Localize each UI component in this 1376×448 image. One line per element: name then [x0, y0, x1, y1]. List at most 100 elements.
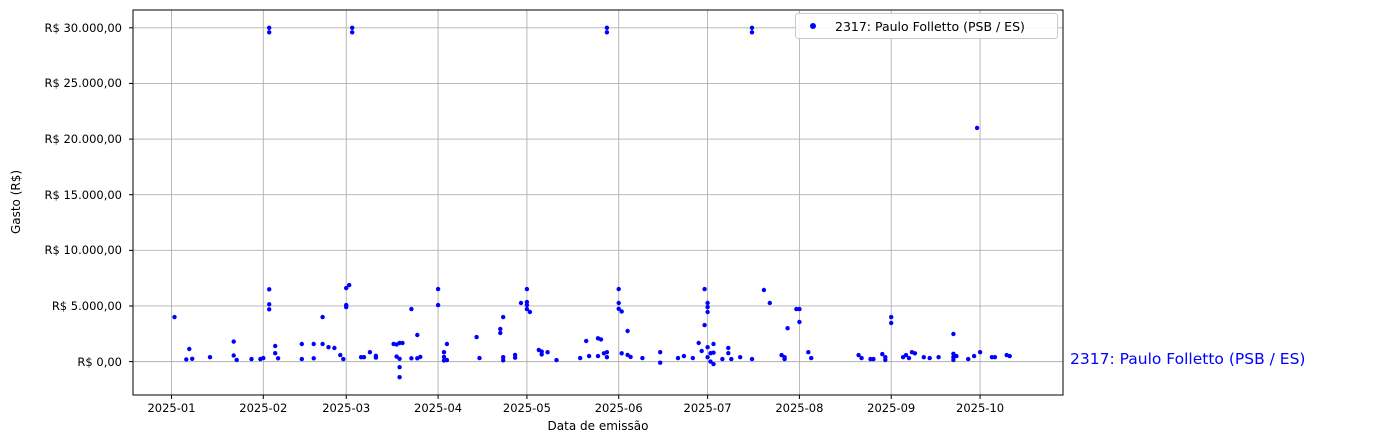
data-point	[859, 355, 864, 361]
data-point	[767, 300, 772, 306]
data-point	[675, 355, 681, 361]
data-point	[311, 356, 316, 361]
x-tick-label: 2025-06	[594, 401, 643, 415]
data-point	[501, 314, 506, 320]
data-point	[797, 306, 802, 312]
data-point	[586, 353, 592, 359]
data-point	[619, 351, 624, 356]
data-point	[397, 375, 402, 380]
data-point	[267, 25, 272, 30]
data-point	[524, 302, 530, 308]
data-point	[966, 356, 971, 362]
data-point	[681, 353, 687, 359]
data-point	[501, 358, 506, 363]
data-point	[397, 365, 402, 370]
data-point	[699, 348, 704, 354]
data-point	[350, 30, 355, 35]
y-tick-label: R$ 30.000,00	[44, 20, 123, 35]
data-point	[628, 354, 633, 360]
data-point	[782, 356, 787, 362]
y-tick-label: R$ 10.000,00	[44, 243, 123, 258]
series-end-label: 2317: Paulo Folletto (PSB / ES)	[1070, 350, 1306, 368]
data-point	[320, 314, 325, 320]
data-point	[524, 286, 530, 292]
data-point	[951, 357, 956, 363]
data-point	[418, 354, 423, 360]
data-point	[524, 306, 530, 312]
data-point	[273, 343, 278, 349]
data-point	[705, 300, 710, 306]
data-point	[584, 338, 589, 344]
data-point	[889, 320, 894, 326]
data-point	[518, 300, 524, 306]
data-point	[172, 314, 177, 320]
data-point	[190, 356, 195, 361]
data-point	[658, 360, 663, 365]
x-tick-label: 2025-07	[683, 401, 732, 415]
data-point	[883, 357, 888, 363]
data-point	[234, 357, 239, 363]
data-point	[936, 355, 941, 360]
data-point	[785, 326, 790, 331]
data-point	[889, 314, 894, 320]
data-point	[711, 341, 716, 347]
data-point	[954, 353, 959, 359]
data-point	[806, 350, 811, 355]
data-point	[658, 350, 663, 355]
data-point	[738, 355, 743, 360]
data-point	[554, 357, 559, 363]
data-point	[705, 309, 710, 315]
x-tick-label: 2025-01	[147, 401, 196, 415]
data-point	[711, 350, 716, 355]
data-point	[912, 351, 918, 356]
data-point	[761, 287, 767, 293]
legend-marker-dot	[810, 23, 816, 29]
data-point	[444, 341, 450, 347]
x-tick-label: 2025-08	[775, 401, 824, 415]
data-point	[539, 352, 544, 357]
data-point	[527, 309, 533, 315]
data-point	[397, 356, 402, 361]
y-tick-label: R$ 15.000,00	[44, 187, 123, 202]
y-tick-label: R$ 25.000,00	[44, 76, 123, 91]
x-tick-label: 2025-10	[956, 401, 1005, 415]
x-tick-label: 2025-09	[867, 401, 916, 415]
plot-frame	[132, 9, 1064, 396]
data-point	[640, 355, 645, 361]
data-point	[856, 352, 861, 358]
data-point	[299, 356, 304, 362]
data-point	[441, 354, 447, 360]
data-point	[871, 356, 876, 362]
data-point	[720, 356, 725, 362]
data-point	[992, 355, 998, 360]
data-point	[921, 355, 926, 360]
data-point	[974, 125, 980, 131]
data-point	[350, 25, 355, 30]
data-point	[267, 307, 272, 312]
data-point	[951, 331, 956, 337]
data-point	[435, 302, 441, 308]
data-point	[749, 25, 755, 30]
legend-label: 2317: Paulo Folletto (PSB / ES)	[835, 18, 1025, 34]
data-point	[273, 351, 278, 356]
data-point	[267, 302, 272, 307]
data-point	[604, 30, 610, 35]
data-point	[441, 350, 447, 355]
data-point	[267, 30, 272, 35]
data-point	[477, 355, 482, 361]
data-point	[512, 355, 518, 360]
data-point	[726, 351, 731, 356]
y-tick-label: R$ 5.000,00	[51, 298, 122, 313]
data-point	[616, 286, 621, 292]
data-point	[187, 346, 192, 352]
data-point	[578, 355, 583, 361]
data-point	[977, 350, 983, 355]
data-point	[696, 340, 701, 346]
data-point	[320, 341, 325, 347]
data-point	[604, 355, 610, 360]
data-point	[1007, 353, 1012, 359]
x-axis-title: Data de emissão	[547, 419, 649, 433]
data-point	[367, 350, 373, 355]
